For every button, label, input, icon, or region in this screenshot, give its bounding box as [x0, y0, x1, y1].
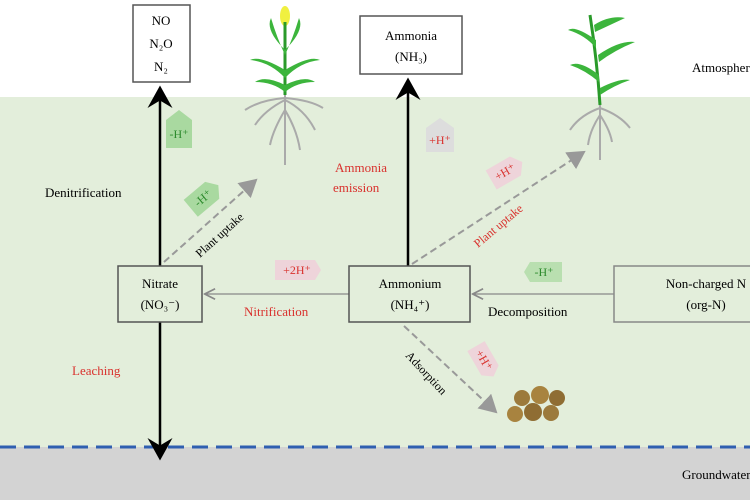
proton-tag: +H⁺ — [426, 118, 454, 152]
svg-text:(org-N): (org-N) — [686, 297, 725, 312]
adsorption-arrow — [403, 325, 498, 414]
svg-text:+H⁺: +H⁺ — [429, 133, 451, 147]
svg-text:Nitrate: Nitrate — [142, 276, 178, 291]
proton-tag: +H⁺ — [467, 341, 499, 377]
svg-text:Ammonia: Ammonia — [385, 28, 437, 43]
groundwater-label: Groundwater — [682, 467, 750, 482]
svg-text:+2H⁺: +2H⁺ — [283, 263, 311, 277]
ammonia-emission-label: emission — [333, 180, 380, 195]
decomposition-label: Decomposition — [488, 304, 568, 319]
soil-aggregate-icon — [507, 386, 565, 422]
ammonia-emission-label: Ammonia — [335, 160, 387, 175]
svg-text:(NO₃⁻): (NO₃⁻) — [141, 297, 180, 312]
proton-tag: -H⁺ — [524, 262, 562, 282]
svg-text:-H⁺: -H⁺ — [170, 127, 189, 141]
organic-n-box: Non-charged N (org-N) — [613, 265, 750, 323]
gaseous-n-box: NO N₂O N₂ — [132, 4, 191, 83]
svg-text:(NH₄⁺): (NH₄⁺) — [391, 297, 430, 312]
proton-tag: -H⁺ — [166, 110, 192, 148]
svg-text:Ammonium: Ammonium — [379, 276, 442, 291]
plant-uptake-nitrate-arrow — [163, 178, 258, 263]
svg-text:N₂O: N₂O — [149, 36, 172, 51]
plant-icon — [568, 14, 635, 160]
atmosphere-label: Atmosphere — [692, 60, 750, 75]
denitrification-label: Denitrification — [45, 185, 122, 200]
plant-icon — [244, 6, 324, 165]
plant-uptake-ammonium-arrow — [411, 150, 586, 265]
svg-text:NO: NO — [152, 13, 171, 28]
svg-text:-H⁺: -H⁺ — [535, 265, 554, 279]
groundwater-zone — [0, 447, 750, 500]
proton-tag: -H⁺ — [183, 181, 220, 217]
svg-text:Non-charged N: Non-charged N — [666, 276, 747, 291]
ammonia-box: Ammonia (NH₃) — [359, 15, 463, 75]
nitrification-label: Nitrification — [244, 304, 309, 319]
nitrate-box: Nitrate (NO₃⁻) — [117, 265, 203, 323]
proton-tag: +2H⁺ — [275, 260, 321, 280]
svg-text:(NH₃): (NH₃) — [395, 49, 427, 64]
svg-text:N₂: N₂ — [154, 59, 168, 74]
proton-tag: +H⁺ — [485, 156, 523, 190]
leaching-label: Leaching — [72, 363, 121, 378]
ammonium-box: Ammonium (NH₄⁺) — [348, 265, 471, 323]
